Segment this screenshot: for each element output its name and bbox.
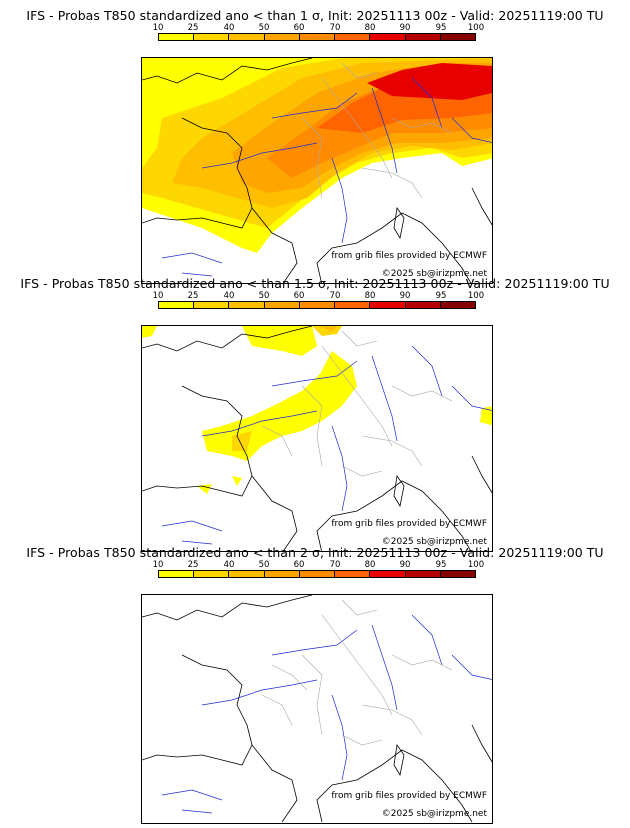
colorbar-swatch	[263, 302, 299, 308]
colorbar-swatch	[298, 302, 335, 308]
colorbar-swatch	[369, 34, 405, 40]
colorbar-swatch	[404, 302, 440, 308]
colorbar-swatch	[159, 571, 194, 577]
colorbar-3	[158, 570, 476, 578]
coastline	[142, 58, 492, 283]
rivers	[161, 614, 492, 814]
colorbar-tick-label: 70	[329, 291, 341, 301]
borders	[261, 330, 453, 477]
colorbar-tick-label: 25	[187, 291, 199, 301]
colorbar-tick-label: 60	[293, 560, 305, 570]
colorbar-tick-label: 40	[223, 291, 235, 301]
colorbar-tick-label: 25	[187, 560, 199, 570]
prob-area-gold	[232, 326, 342, 451]
colorbar-tick-label: 80	[364, 23, 376, 33]
probability-map-1: from grib files provided by ECMWF ©2025 …	[141, 57, 493, 284]
colorbar-swatch	[298, 34, 335, 40]
panel-title-2: IFS - Probas T850 standardized ano < tha…	[20, 276, 610, 291]
source-credit-1: from grib files provided by ECMWF	[331, 251, 487, 261]
colorbar-swatch	[193, 302, 229, 308]
borders	[261, 599, 453, 746]
colorbar-tick-label: 100	[467, 291, 485, 301]
colorbar-tick-label: 40	[223, 23, 235, 33]
colorbar-tick-label: 80	[364, 291, 376, 301]
colorbar-1	[158, 33, 476, 41]
copyright-2: ©2025 sb@irizpme.net	[381, 537, 487, 547]
colorbar-swatch	[193, 34, 229, 40]
colorbar-tick-label: 70	[329, 560, 341, 570]
copyright-1: ©2025 sb@irizpme.net	[381, 269, 487, 279]
colorbar-swatch	[298, 571, 335, 577]
colorbar-swatch	[334, 34, 370, 40]
colorbar-tick-label: 100	[467, 23, 485, 33]
colorbar-swatch	[404, 571, 440, 577]
map-panel-1: IFS - Probas T850 standardized ano < tha…	[0, 8, 630, 284]
map-svg-3	[142, 595, 492, 823]
rivers	[161, 77, 492, 277]
source-credit-2: from grib files provided by ECMWF	[331, 519, 487, 529]
colorbar-swatch	[159, 34, 194, 40]
copyright-3: ©2025 sb@irizpme.net	[381, 809, 487, 819]
colorbar-swatch	[159, 302, 194, 308]
colorbar-swatch	[263, 571, 299, 577]
colorbar-2	[158, 301, 476, 309]
colorbar-tick-label: 50	[258, 23, 270, 33]
colorbar-swatch	[228, 302, 264, 308]
colorbar-tick-label: 70	[329, 23, 341, 33]
colorbar-labels-3: 10 25 40 50 60 70 80 90 95 100	[153, 560, 485, 570]
colorbar-swatch	[334, 302, 370, 308]
colorbar-tick-label: 90	[399, 23, 411, 33]
colorbar-tick-label: 10	[152, 291, 164, 301]
colorbar-swatch	[263, 34, 299, 40]
coastline	[142, 595, 492, 823]
colorbar-tick-label: 40	[223, 560, 235, 570]
colorbar-labels-2: 10 25 40 50 60 70 80 90 95 100	[153, 291, 485, 301]
colorbar-tick-label: 60	[293, 291, 305, 301]
colorbar-swatch	[404, 34, 440, 40]
colorbar-tick-label: 10	[152, 23, 164, 33]
colorbar-tick-label: 100	[467, 560, 485, 570]
prob-area-red	[367, 63, 492, 100]
probability-map-3: from grib files provided by ECMWF ©2025 …	[141, 594, 493, 824]
colorbar-swatch	[228, 34, 264, 40]
colorbar-tick-label: 90	[399, 560, 411, 570]
colorbar-swatch	[439, 571, 475, 577]
colorbar-swatch	[439, 302, 475, 308]
colorbar-tick-label: 25	[187, 23, 199, 33]
colorbar-tick-label: 80	[364, 560, 376, 570]
colorbar-swatch	[193, 571, 229, 577]
borders	[301, 62, 453, 199]
colorbar-tick-label: 50	[258, 560, 270, 570]
colorbar-swatch	[369, 571, 405, 577]
colorbar-tick-label: 95	[435, 560, 447, 570]
prob-area-amber	[320, 326, 337, 332]
colorbar-tick-label: 90	[399, 291, 411, 301]
colorbar-tick-label: 95	[435, 23, 447, 33]
colorbar-swatch	[228, 571, 264, 577]
panel-title-3: IFS - Probas T850 standardized ano < tha…	[26, 545, 604, 560]
colorbar-tick-label: 10	[152, 560, 164, 570]
prob-area-yellow	[142, 326, 492, 494]
colorbar-swatch	[369, 302, 405, 308]
colorbar-tick-label: 60	[293, 23, 305, 33]
colorbar-swatch	[439, 34, 475, 40]
panel-title-1: IFS - Probas T850 standardized ano < tha…	[26, 8, 604, 23]
rivers	[161, 345, 492, 545]
colorbar-tick-label: 50	[258, 291, 270, 301]
map-svg-1	[142, 58, 492, 283]
coastline	[142, 326, 492, 551]
colorbar-labels-1: 10 25 40 50 60 70 80 90 95 100	[153, 23, 485, 33]
source-credit-3: from grib files provided by ECMWF	[331, 791, 487, 801]
colorbar-swatch	[334, 571, 370, 577]
probability-map-2: from grib files provided by ECMWF ©2025 …	[141, 325, 493, 552]
map-panel-2: IFS - Probas T850 standardized ano < tha…	[0, 276, 630, 552]
map-svg-2	[142, 326, 492, 551]
map-panel-3: IFS - Probas T850 standardized ano < tha…	[0, 545, 630, 824]
colorbar-tick-label: 95	[435, 291, 447, 301]
